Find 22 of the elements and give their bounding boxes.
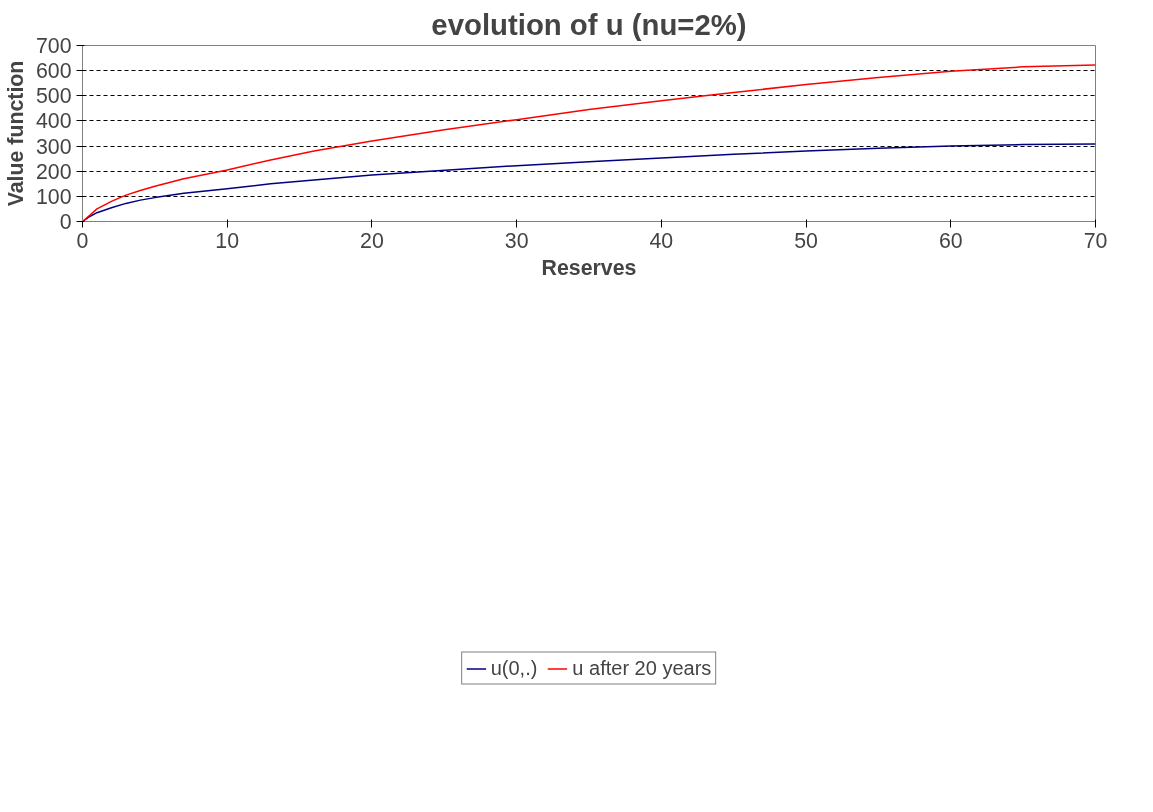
- x-tick-label: 50: [794, 228, 819, 253]
- x-tick-label: 0: [76, 228, 89, 253]
- x-tick-label: 10: [215, 228, 240, 253]
- x-axis-title: Reserves: [541, 255, 637, 280]
- y-tick-label: 100: [35, 184, 72, 209]
- y-tick-label: 500: [35, 84, 72, 109]
- x-tick-label: 70: [1083, 228, 1108, 253]
- y-tick-label: 700: [35, 34, 72, 58]
- chart-title: evolution of u (nu=2%): [431, 7, 747, 41]
- y-tick-label: 300: [35, 134, 72, 159]
- x-tick-label: 20: [360, 228, 384, 253]
- line-series: [82, 64, 1096, 222]
- y-tick-label: 200: [35, 159, 72, 184]
- legend-label: u after 20 years: [572, 656, 712, 680]
- legend-label: u(0,.): [490, 656, 538, 680]
- x-tick-label: 40: [649, 228, 674, 253]
- y-tick-label: 0: [59, 210, 72, 234]
- x-tick-label: 30: [504, 228, 529, 253]
- y-tick-label: 400: [35, 109, 72, 134]
- y-tick-label: 600: [35, 59, 72, 84]
- y-axis-title: Value function: [3, 60, 28, 207]
- x-tick-label: 60: [938, 228, 963, 253]
